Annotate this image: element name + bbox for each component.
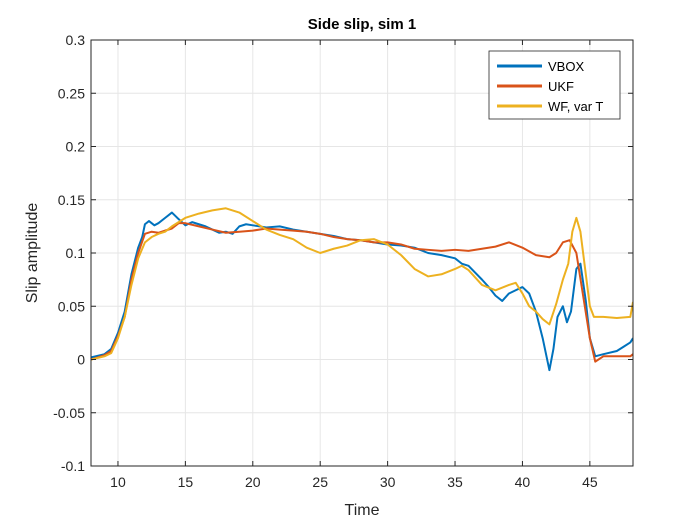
y-tick-label: -0.1 — [61, 458, 85, 474]
x-tick-label: 40 — [515, 474, 531, 490]
x-tick-label: 10 — [110, 474, 126, 490]
x-tick-label: 25 — [312, 474, 328, 490]
legend: VBOX UKF WF, var T — [488, 50, 621, 120]
y-tick-label: 0 — [77, 352, 85, 368]
series-line-wf-var-t — [91, 207, 633, 361]
tick-layer — [91, 39, 633, 467]
series-line-ukf — [91, 222, 633, 363]
y-tick-label: -0.05 — [53, 405, 85, 421]
legend-label-wf: WF, var T — [548, 99, 603, 114]
x-tick-label: 30 — [380, 474, 396, 490]
y-tick-label: 0.1 — [66, 245, 86, 261]
x-axis-label: Time — [345, 502, 380, 519]
y-tick-labels: -0.1 -0.05 0 0.05 0.1 0.15 0.2 0.25 0.3 — [53, 32, 85, 474]
y-axis-label: Slip amplitude — [24, 203, 41, 304]
series-layer — [91, 207, 633, 372]
y-tick-label: 0.2 — [66, 139, 86, 155]
x-tick-labels: 10 15 20 25 30 35 40 45 — [110, 474, 598, 490]
y-tick-label: 0.25 — [58, 85, 85, 101]
y-tick-label: 0.05 — [58, 298, 85, 314]
y-tick-label: 0.15 — [58, 192, 85, 208]
x-tick-label: 45 — [582, 474, 598, 490]
legend-label-ukf: UKF — [548, 79, 574, 94]
x-tick-label: 20 — [245, 474, 261, 490]
legend-label-vbox: VBOX — [548, 59, 584, 74]
x-tick-label: 35 — [447, 474, 463, 490]
x-tick-label: 15 — [178, 474, 194, 490]
chart-title: Side slip, sim 1 — [308, 16, 416, 33]
y-tick-label: 0.3 — [66, 32, 86, 48]
